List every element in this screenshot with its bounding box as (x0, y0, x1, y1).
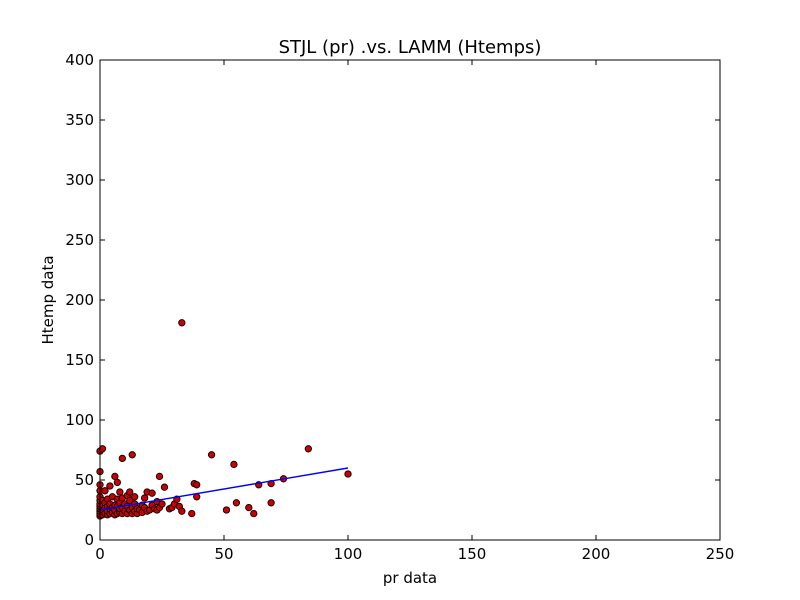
data-point (178, 507, 186, 515)
data-point (128, 451, 136, 459)
y-tick-label: 400 (65, 51, 94, 69)
x-axis-label: pr data (383, 569, 437, 587)
y-tick-label: 250 (65, 231, 94, 249)
data-point (178, 319, 186, 327)
x-tick-label: 0 (95, 545, 105, 563)
data-point (148, 489, 156, 497)
data-point (193, 481, 201, 489)
y-tick-label: 0 (84, 531, 94, 549)
data-point (267, 499, 275, 507)
data-point (111, 472, 119, 481)
data-point (188, 509, 196, 518)
x-tick-label: 100 (334, 545, 363, 563)
data-point (98, 445, 107, 453)
plot-content (96, 319, 352, 520)
x-tick-label: 250 (706, 545, 735, 563)
data-point (106, 482, 114, 490)
data-point (126, 488, 134, 496)
data-point (140, 494, 149, 502)
data-point (222, 506, 231, 514)
x-axis: 0 50 100 150 200 250 (95, 60, 734, 563)
data-point (304, 445, 312, 453)
data-point (344, 470, 352, 478)
x-tick-label: 50 (214, 545, 233, 563)
data-point (101, 487, 109, 495)
data-point (118, 454, 126, 463)
y-tick-label: 50 (75, 471, 94, 489)
y-axis: 0 50 100 150 200 250 300 350 400 (65, 51, 720, 549)
data-point (113, 478, 122, 487)
data-point (131, 493, 139, 501)
x-tick-label: 150 (458, 545, 487, 563)
y-tick-label: 100 (65, 411, 94, 429)
data-point (232, 499, 241, 507)
data-point (116, 488, 124, 496)
y-tick-label: 150 (65, 351, 94, 369)
y-axis-label: Htemp data (39, 255, 57, 344)
data-point (250, 509, 258, 518)
data-point (207, 451, 216, 459)
y-tick-label: 350 (65, 111, 94, 129)
data-point (158, 500, 166, 508)
data-point (245, 503, 253, 512)
trend-line (99, 467, 349, 511)
x-tick-label: 200 (582, 545, 611, 563)
data-point (126, 496, 134, 505)
data-point (230, 460, 238, 469)
data-point (160, 483, 169, 491)
y-tick-label: 200 (65, 291, 94, 309)
chart-title: STJL (pr) .vs. LAMM (Htemps) (279, 37, 542, 58)
data-point (155, 472, 164, 481)
y-tick-label: 300 (65, 171, 94, 189)
